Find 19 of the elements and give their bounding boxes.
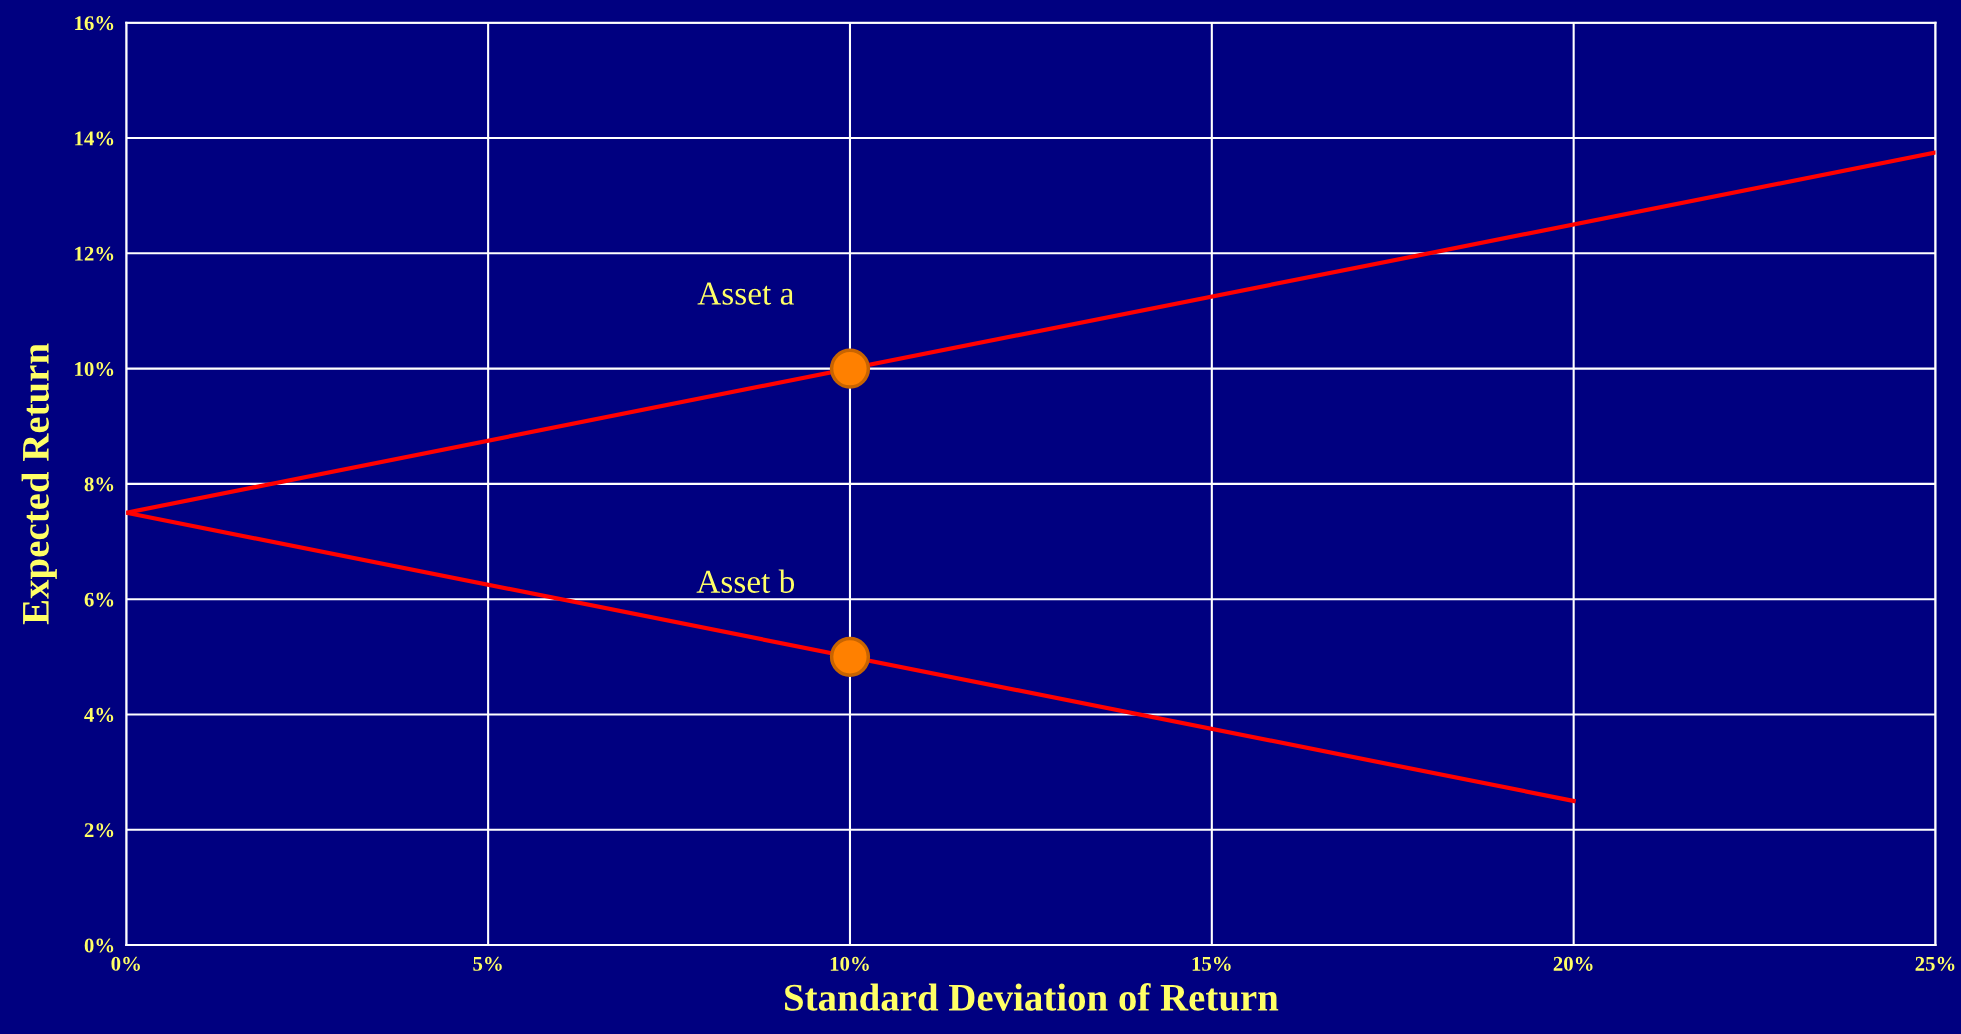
y-tick-label: 14% (75, 131, 114, 146)
y-tick-label: 16% (75, 16, 114, 31)
x-tick-label: 15% (1192, 956, 1231, 971)
x-tick-label: 5% (473, 956, 502, 971)
x-tick-label: 0% (111, 956, 140, 971)
y-tick-label: 2% (84, 823, 114, 838)
y-tick-label: 0% (84, 938, 114, 953)
y-tick-label: 6% (84, 592, 114, 607)
annotation: Asset b (696, 569, 795, 593)
y-tick-label: 8% (84, 477, 114, 492)
y-tick-label: 4% (84, 707, 114, 722)
y-tick-label: 12% (75, 246, 114, 261)
x-tick-label: 25% (1915, 956, 1955, 971)
annotation: Asset a (697, 282, 794, 305)
y-tick-label: 10% (75, 362, 114, 377)
x-tick-label: 10% (830, 956, 869, 971)
x-tick-label: 20% (1553, 956, 1593, 971)
y-axis-title: Expected Return (21, 343, 57, 625)
x-axis-title: Standard Deviation of Return (785, 983, 1279, 1011)
